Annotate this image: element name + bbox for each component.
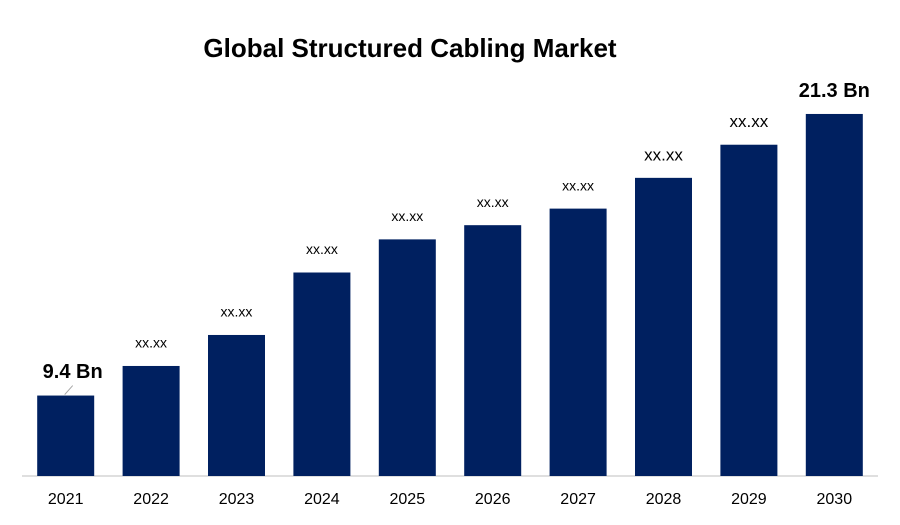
data-label: xx.xx [221,304,253,320]
x-tick-label: 2027 [560,491,596,508]
bar [208,334,265,476]
data-label: xx.xx [477,194,509,210]
data-label: xx.xx [391,208,423,224]
bar [635,177,692,477]
x-tick-label: 2024 [304,491,340,508]
label-leader [64,385,74,395]
data-label: xx.xx [562,177,594,193]
x-tick-label: 2026 [475,491,511,508]
data-label: xx.xx [644,145,683,164]
bar [549,208,607,476]
bar [122,365,180,476]
x-tick-label: 2022 [133,491,169,508]
bar [293,272,351,476]
bar [805,113,863,477]
x-tick-label: 2023 [219,491,255,508]
data-label: xx.xx [135,335,167,351]
bar [37,395,95,476]
chart-title: Global Structured Cabling Market [203,33,617,63]
bar [378,239,436,476]
bar [720,144,778,476]
x-tick-label: 2021 [48,491,84,508]
data-label: xx.xx [730,112,769,131]
x-tick-label: 2028 [646,491,682,508]
bar [464,225,522,476]
x-tick-label: 2025 [390,491,426,508]
x-tick-label: 2029 [731,491,767,508]
x-tick-label: 2030 [817,491,853,508]
data-label: 21.3 Bn [799,80,870,102]
data-label: xx.xx [306,241,338,257]
data-label: 9.4 Bn [43,361,103,383]
